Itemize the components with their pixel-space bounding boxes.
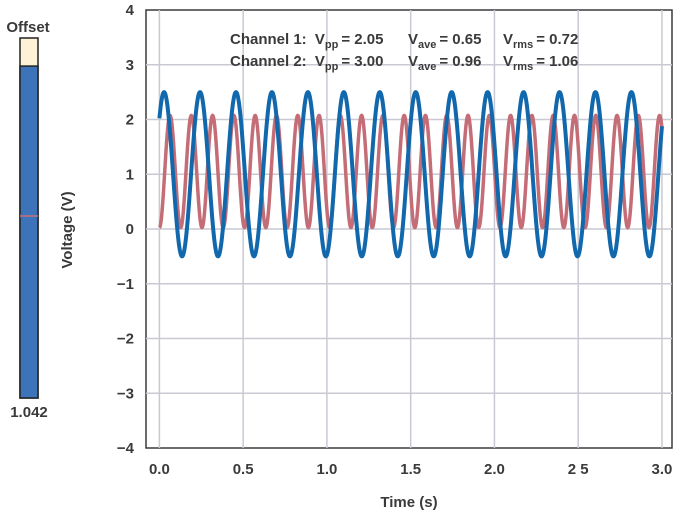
- x-tick-labels: 0.0 0.5 1.0 1.5 2.0 2 5 3.0: [149, 461, 672, 478]
- x-tick-label: 2.0: [484, 461, 505, 478]
- offset-value: 1.042: [10, 404, 48, 421]
- ch1-vave-symbol: V: [408, 31, 418, 48]
- ch1-vrms-sub: rms: [513, 39, 533, 51]
- x-axis-label: Time (s): [380, 494, 437, 511]
- y-tick-label: −2: [117, 331, 134, 348]
- stats-row-ch1: Channel 1: Vpp = 2.05 Vave = 0.65 Vrms = 0.…: [230, 31, 578, 51]
- x-tick-label: 2 5: [568, 461, 589, 478]
- ch2-vpp-sub: pp: [325, 61, 339, 73]
- y-tick-labels: −4 −3 −2 −1 0 1 2 3 4: [117, 2, 135, 457]
- y-tick-label: 0: [126, 221, 134, 238]
- y-tick-label: −3: [117, 385, 134, 402]
- offset-indicator: Offset 1.042: [6, 19, 49, 421]
- ch2-vrms-sub: rms: [513, 61, 533, 73]
- plot-area: 0.0 0.5 1.0 1.5 2.0 2 5 3.0 −4 −3 −2 −1 0 1 2 3 4: [117, 2, 673, 478]
- ch2-vave-sub: ave: [418, 61, 436, 73]
- x-tick-label: 1.0: [316, 461, 337, 478]
- y-axis-label: Voltage (V): [59, 191, 76, 268]
- x-tick-label: 3.0: [652, 461, 673, 478]
- ch1-label: Channel 1:: [230, 31, 307, 48]
- ch2-label: Channel 2:: [230, 53, 307, 70]
- ch2-vave-symbol: V: [408, 53, 418, 70]
- ch1-vave-sub: ave: [418, 39, 436, 51]
- y-tick-label: 1: [126, 166, 134, 183]
- series-line-channel-2: [157, 90, 664, 259]
- y-tick-label: −1: [117, 276, 134, 293]
- ch1-vrms-symbol: V: [503, 31, 513, 48]
- ch1-vpp-sub: pp: [325, 39, 339, 51]
- x-tick-label: 0.0: [149, 461, 170, 478]
- x-tick-label: 1.5: [400, 461, 421, 478]
- ch1-vpp: = 2.05: [341, 31, 383, 48]
- ch2-vrms-symbol: V: [503, 53, 513, 70]
- ch2-vave: = 0.96: [439, 53, 481, 70]
- ch2-vpp: = 3.00: [341, 53, 383, 70]
- series-lines: [157, 90, 664, 259]
- stats-annotation: Channel 1: Vpp = 2.05 Vave = 0.65 Vrms = 0.…: [230, 31, 578, 73]
- ch2-vpp-symbol: V: [315, 53, 325, 70]
- ch2-vrms: = 1.06: [536, 53, 578, 70]
- x-tick-label: 0.5: [233, 461, 254, 478]
- y-tick-label: 4: [126, 2, 135, 19]
- series-line-channel-1: [158, 113, 664, 230]
- y-tick-label: 2: [126, 112, 134, 129]
- ch1-vrms: = 0.72: [536, 31, 578, 48]
- y-tick-label: 3: [126, 57, 134, 74]
- ch1-vave: = 0.65: [439, 31, 481, 48]
- y-tick-label: −4: [117, 440, 135, 457]
- offset-bar-fill: [19, 65, 39, 399]
- gridlines: [146, 10, 672, 448]
- stats-row-ch2: Channel 2: Vpp = 3.00 Vave = 0.96 Vrms = 1.…: [230, 53, 578, 73]
- offset-title: Offset: [6, 19, 49, 36]
- ch1-vpp-symbol: V: [315, 31, 325, 48]
